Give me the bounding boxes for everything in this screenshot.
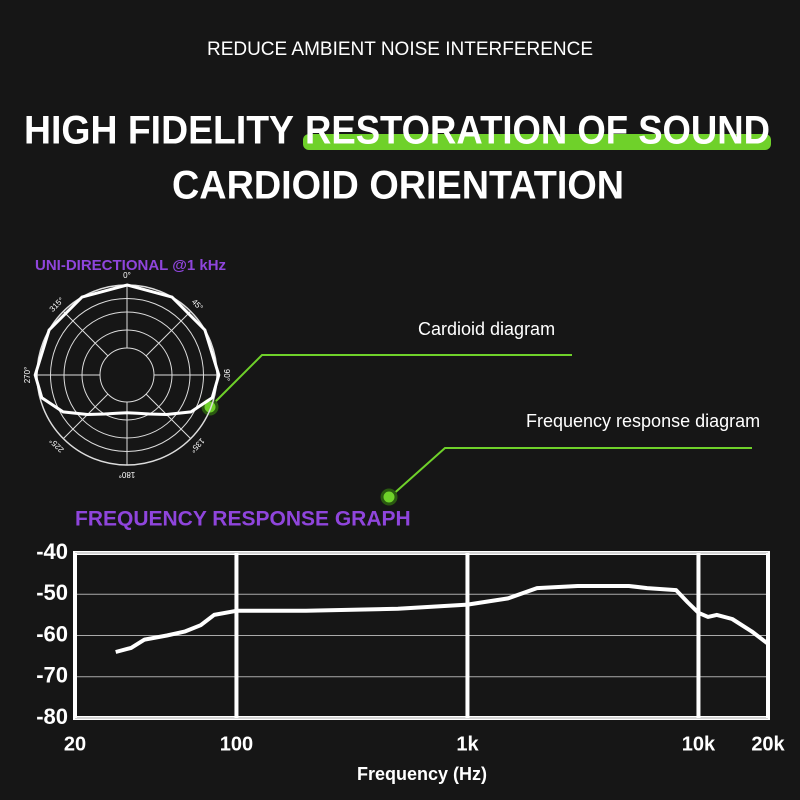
callout-dot — [380, 488, 398, 506]
y-tick-label: -40 — [36, 539, 68, 564]
angle-label: 0° — [123, 271, 131, 280]
grid-spoke — [145, 393, 191, 439]
polar-title: UNI-DIRECTIONAL @1 kHz — [35, 257, 226, 274]
grid-spoke — [63, 393, 109, 439]
headline-highlight: RESTORATION OF SOUND — [305, 109, 770, 153]
grid-spoke — [63, 311, 109, 357]
x-tick-label: 100 — [220, 733, 253, 755]
headline-line2: CARDIOID ORIENTATION — [172, 164, 624, 208]
x-axis-label: Frequency (Hz) — [357, 764, 487, 784]
response-line — [115, 584, 770, 654]
highlight — [303, 134, 771, 150]
x-tick-label: 1k — [456, 733, 479, 755]
polar-curve — [33, 283, 221, 417]
y-tick-label: -60 — [36, 621, 68, 646]
y-tick-label: -80 — [36, 704, 68, 729]
headline: HIGH FIDELITY — [24, 109, 294, 153]
x-tick-label: 10k — [682, 733, 716, 755]
callout-label: Frequency response diagram — [526, 411, 760, 431]
x-tick-label: 20k — [751, 733, 785, 755]
angle-label: 180° — [119, 470, 136, 479]
grid-spoke — [145, 311, 191, 357]
chart-title: FREQUENCY RESPONSE GRAPH — [75, 508, 411, 531]
angle-label: 270° — [23, 367, 32, 384]
callout-lines — [211, 354, 752, 498]
y-tick-label: -50 — [36, 580, 68, 605]
subtitle: REDUCE AMBIENT NOISE INTERFERENCE — [207, 39, 593, 60]
x-tick-label: 20 — [64, 733, 86, 755]
y-tick-label: -70 — [36, 663, 68, 688]
angle-label: 90° — [222, 369, 231, 381]
callout-label: Cardioid diagram — [418, 319, 555, 339]
